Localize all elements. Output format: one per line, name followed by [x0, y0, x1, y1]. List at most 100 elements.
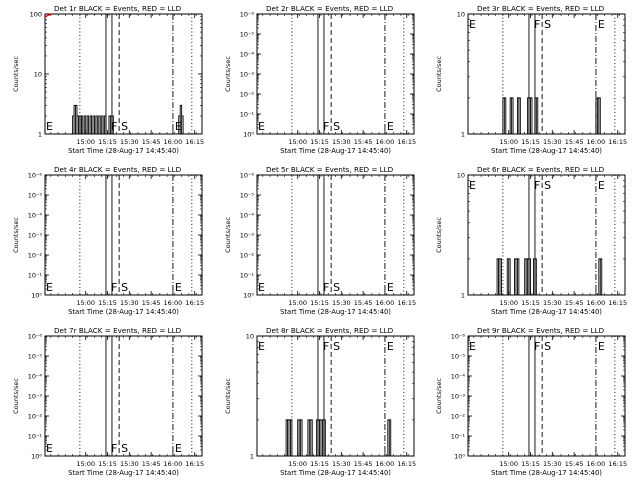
x-axis-label: Start Time (28-Aug-17 14:45:40) [280, 147, 391, 155]
y-axis-label: Counts/sec [12, 378, 20, 414]
marker-label-s: S [121, 281, 128, 294]
events-series-burst [496, 258, 502, 295]
x-tick-label: 15:45 [142, 299, 161, 307]
y-tick-label: 10 [457, 172, 465, 180]
x-tick-label: 15:00 [76, 299, 95, 307]
plot-data [285, 419, 392, 456]
x-tick-label: 16:00 [164, 138, 183, 146]
marker-label-e: E [175, 281, 182, 294]
y-tick-label: 10⁰ [243, 292, 254, 300]
y-tick-label: 10⁻⁴ [240, 51, 255, 59]
x-tick-label: 15:00 [499, 138, 518, 146]
x-tick-label: 15:00 [288, 138, 307, 146]
marker-label-s: S [544, 18, 551, 31]
x-tick-label: 15:00 [76, 138, 95, 146]
x-tick-label: 15:15 [521, 299, 540, 307]
x-tick-label: 16:00 [376, 460, 395, 468]
marker-label-s: S [333, 281, 340, 294]
x-tick-label: 15:30 [332, 299, 351, 307]
x-tick-label: 16:15 [185, 138, 204, 146]
marker-label-s: S [121, 442, 128, 455]
x-tick-label: 16:15 [608, 460, 627, 468]
y-tick-label: 10⁰ [454, 453, 465, 461]
x-tick-label: 16:15 [185, 299, 204, 307]
marker-label-f: F [323, 340, 329, 353]
plot-frame [467, 335, 626, 457]
y-tick-label: 10⁻⁴ [240, 212, 255, 220]
y-tick-label: 10⁻³ [240, 71, 255, 79]
marker-line-f [317, 13, 325, 135]
x-tick-label: 15:00 [76, 460, 95, 468]
y-axis-label: Counts/sec [435, 217, 443, 253]
events-series-burst [108, 115, 114, 134]
y-tick-label: 10⁻⁴ [28, 373, 43, 381]
y-tick-label: 1 [461, 292, 465, 300]
marker-line-f [528, 335, 536, 457]
marker-label-e: E [469, 340, 476, 353]
marker-label-f: F [111, 442, 117, 455]
x-axis-label: Start Time (28-Aug-17 14:45:40) [68, 147, 179, 155]
marker-label-f: F [323, 281, 329, 294]
panel-det-2r: Det 2r BLACK = Events, RED = LLD Counts/s… [224, 4, 416, 155]
marker-label-s: S [544, 340, 551, 353]
y-tick-label: 10⁻¹ [28, 272, 43, 280]
y-axis-label: Counts/sec [224, 378, 232, 414]
x-tick-label: 15:45 [354, 460, 373, 468]
x-tick-label: 15:00 [499, 299, 518, 307]
panel-title: Det 9r BLACK = Events, RED = LLD [477, 326, 605, 335]
marker-label-e: E [258, 281, 265, 294]
panel-title: Det 6r BLACK = Events, RED = LLD [477, 165, 605, 174]
x-tick-label: 15:30 [543, 299, 562, 307]
events-series-burst [316, 419, 326, 456]
y-axis-label: Counts/sec [12, 56, 20, 92]
marker-label-s: S [121, 120, 128, 133]
x-tick-label: 16:00 [587, 299, 606, 307]
x-tick-label: 16:00 [164, 299, 183, 307]
marker-label-s: S [544, 179, 551, 192]
plot-frame [256, 174, 415, 296]
y-tick-label: 10⁻¹ [451, 433, 466, 441]
y-tick-label: 10⁻² [240, 252, 255, 260]
marker-label-e: E [387, 340, 394, 353]
events-series-burst [534, 97, 539, 134]
y-tick-label: 10 [34, 71, 42, 79]
y-tick-label: 10⁻⁵ [28, 353, 43, 361]
y-tick-label: 10⁻⁶ [240, 172, 255, 180]
marker-label-f: F [111, 120, 117, 133]
panel-det-8r: Det 8r BLACK = Events, RED = LLD Counts/s… [224, 326, 416, 477]
marker-line-f [317, 174, 325, 296]
x-tick-label: 15:45 [354, 138, 373, 146]
x-tick-label: 16:15 [397, 460, 416, 468]
y-tick-label: 1 [461, 131, 465, 139]
events-series-burst [80, 115, 107, 134]
plot-frame [256, 13, 415, 135]
x-tick-label: 15:15 [98, 460, 117, 468]
y-tick-label: 10⁻⁴ [28, 212, 43, 220]
panel-title: Det 8r BLACK = Events, RED = LLD [266, 326, 394, 335]
x-tick-label: 15:45 [565, 460, 584, 468]
panel-det-6r: Det 6r BLACK = Events, RED = LLD Counts/s… [435, 165, 627, 316]
marker-line-f [105, 335, 113, 457]
x-tick-label: 16:00 [376, 299, 395, 307]
marker-label-f: F [534, 179, 540, 192]
y-tick-label: 10⁻⁶ [451, 333, 466, 341]
marker-label-e: E [258, 340, 265, 353]
events-series-burst [527, 97, 533, 134]
plot-frame [467, 13, 626, 135]
y-tick-label: 1 [38, 131, 42, 139]
marker-label-e: E [46, 442, 53, 455]
events-series-burst [285, 419, 293, 456]
marker-label-e: E [258, 120, 265, 133]
y-tick-label: 100 [30, 11, 42, 19]
lld-series-line [45, 14, 53, 18]
y-tick-label: 10⁻⁵ [451, 353, 466, 361]
events-series-burst [509, 97, 514, 134]
x-axis-label: Start Time (28-Aug-17 14:45:40) [491, 308, 602, 316]
x-tick-label: 15:45 [142, 138, 161, 146]
x-tick-label: 15:45 [565, 299, 584, 307]
x-axis-label: Start Time (28-Aug-17 14:45:40) [491, 147, 602, 155]
x-axis-label: Start Time (28-Aug-17 14:45:40) [280, 308, 391, 316]
x-tick-label: 16:00 [164, 460, 183, 468]
marker-line-f [105, 174, 113, 296]
x-tick-label: 16:15 [608, 138, 627, 146]
